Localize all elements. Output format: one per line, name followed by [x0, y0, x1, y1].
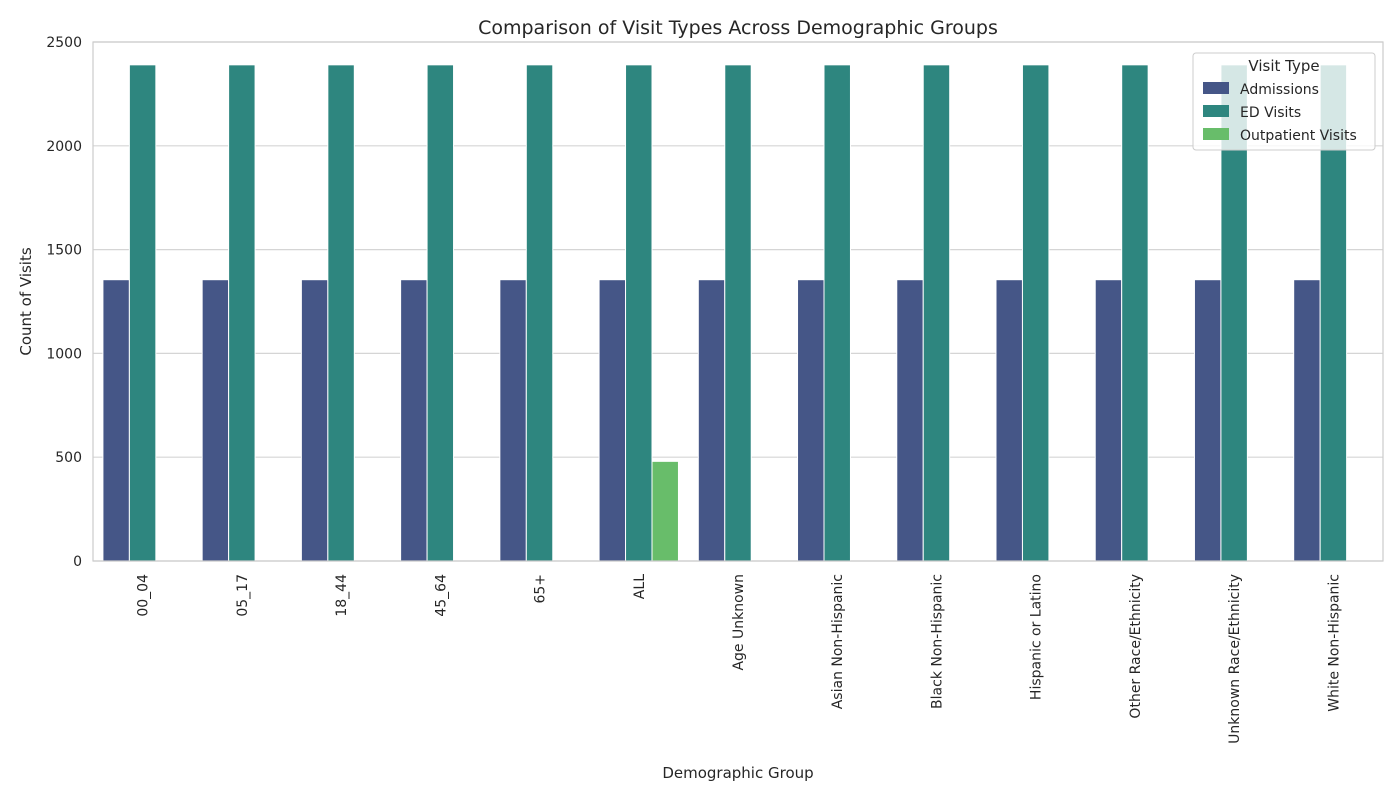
bar-ed-visits-0: [128, 64, 157, 562]
bar-ed-visits-10: [1121, 64, 1149, 562]
legend-label: Admissions: [1240, 82, 1319, 98]
bar-admissions-3: [400, 279, 428, 562]
y-tick-label: 2500: [46, 35, 82, 51]
bar-admissions-11: [1193, 279, 1222, 562]
x-axis-ticks: 00_04 05_17 18_44 45_64 65+ ALL Age Unknown Asi…: [136, 574, 1343, 744]
bars-group: [102, 64, 1348, 562]
bar-admissions-2: [300, 279, 329, 562]
bar-admissions-6: [697, 279, 726, 562]
bar-admissions-7: [797, 279, 825, 562]
x-tick-label: 18_44: [334, 574, 350, 617]
bar-admissions-5: [598, 279, 627, 562]
bar-ed-visits-4: [525, 64, 554, 562]
legend-swatch: [1203, 128, 1229, 140]
x-tick-label: 00_04: [136, 574, 152, 617]
legend-items: Admissions ED Visits Outpatient Visits: [1203, 82, 1357, 144]
bar-ed-visits-9: [1021, 64, 1050, 562]
y-tick-label: 2000: [46, 139, 82, 155]
x-tick-label: 65+: [533, 574, 549, 604]
x-tick-label: 45_64: [433, 574, 449, 617]
bar-ed-visits-8: [922, 64, 951, 562]
bar-admissions-8: [896, 279, 924, 562]
y-axis-label: Count of Visits: [17, 247, 35, 356]
legend-swatch: [1203, 105, 1229, 117]
legend: Visit Type Admissions ED Visits Outpatient…: [1192, 52, 1376, 151]
bar-ed-visits-5: [625, 64, 653, 562]
legend-swatch: [1203, 82, 1229, 94]
bar-admissions-9: [995, 279, 1023, 562]
bar-ed-visits-3: [426, 64, 455, 562]
y-tick-label: 1000: [46, 346, 82, 362]
bar-admissions-12: [1293, 279, 1321, 562]
bar-outpatient-visits-5: [651, 460, 679, 562]
y-tick-label: 0: [73, 554, 82, 570]
y-axis-ticks: 0 500 1000 1500 2000 2500: [46, 35, 82, 570]
bar-ed-visits-1: [228, 64, 256, 562]
legend-label: Outpatient Visits: [1240, 128, 1357, 144]
bar-admissions-10: [1094, 279, 1123, 562]
x-tick-label: Asian Non-Hispanic: [830, 574, 846, 709]
x-tick-label: ALL: [632, 574, 648, 599]
y-tick-label: 1500: [46, 243, 82, 259]
x-axis-label: Demographic Group: [662, 764, 813, 782]
legend-title: Visit Type: [1248, 57, 1319, 75]
x-tick-label: Hispanic or Latino: [1029, 574, 1045, 700]
bar-admissions-0: [102, 279, 130, 562]
x-tick-label: Age Unknown: [731, 574, 747, 671]
bar-admissions-4: [499, 279, 527, 562]
x-tick-label: Black Non-Hispanic: [929, 574, 945, 709]
plot-frame: [92, 41, 1384, 562]
legend-box: [1192, 52, 1376, 151]
bar-ed-visits-6: [724, 64, 752, 562]
bar-ed-visits-2: [327, 64, 355, 562]
x-tick-label: Unknown Race/Ethnicity: [1227, 574, 1243, 744]
bar-admissions-1: [201, 279, 230, 562]
legend-label: ED Visits: [1240, 105, 1301, 121]
x-tick-label: 05_17: [235, 574, 251, 617]
chart-title: Comparison of Visit Types Across Demogra…: [478, 17, 998, 39]
bar-ed-visits-7: [823, 64, 851, 562]
x-tick-label: Other Race/Ethnicity: [1128, 574, 1144, 719]
y-tick-label: 500: [55, 450, 82, 466]
x-tick-label: White Non-Hispanic: [1326, 574, 1342, 712]
